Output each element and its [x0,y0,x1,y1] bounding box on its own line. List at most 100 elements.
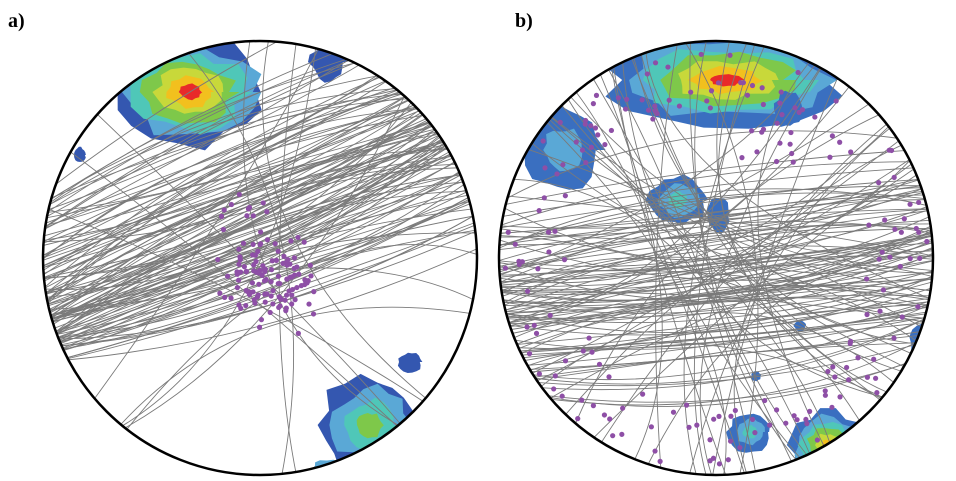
pole-point [217,290,223,296]
pole-point [752,430,758,436]
pole-point [825,368,831,375]
great-circle [499,273,933,319]
great-circle [499,55,823,280]
pole-point [592,125,599,131]
pole-point [502,265,508,271]
pole-point [256,324,263,330]
pole-point [882,217,888,223]
great-circle [693,41,759,475]
pole-point [916,229,922,235]
pole-point [512,241,518,247]
pole-point [652,448,658,454]
pole-point [683,402,690,408]
pole-point [760,101,766,108]
pole-point [221,207,227,213]
pole-point [270,288,276,294]
pole-point [654,110,660,117]
pole-point [648,424,654,430]
great-circle [43,134,477,282]
pole-point [789,150,795,157]
pole-point [639,97,645,103]
pole-point [295,330,301,336]
great-circle [43,120,477,350]
pole-point [924,238,930,245]
pole-point [573,139,579,145]
pole-point [791,413,797,419]
pole-point [620,405,626,411]
great-circle [611,55,730,475]
density-contour [773,90,803,127]
great-circle [43,84,477,323]
great-circle [43,190,477,339]
pole-point [545,229,552,235]
pole-point [298,283,304,289]
great-circle [43,41,477,223]
great-circle [43,41,477,211]
pole-point [650,116,656,122]
great-circle [43,238,477,364]
pole-point [222,294,228,301]
pole-point [285,257,291,263]
pole-point [579,397,585,403]
density-contour [543,128,583,172]
pole-point [698,51,704,57]
primitive-circle-a [41,39,479,477]
pole-point [727,52,733,58]
pole-point [608,127,615,134]
pole-point [795,69,801,76]
pole-point [822,392,828,398]
pole-point [837,394,843,400]
great-circle [694,41,815,465]
pole-point [891,335,897,341]
great-circle [644,41,933,304]
great-circle [540,229,933,405]
pole-point [557,119,563,125]
pole-point [804,421,810,427]
pole-point [294,284,300,291]
great-circle [499,194,933,267]
pole-point [707,105,713,111]
pole-point [260,263,266,269]
pole-point [837,139,843,145]
pole-point [308,273,314,279]
pole-point [306,301,312,307]
great-circle [43,84,477,244]
great-circle [562,89,914,372]
great-circle [499,147,933,211]
pole-point [516,258,522,264]
pole-point [783,420,789,426]
great-circle [499,220,933,301]
pole-point [218,213,225,220]
pole-point [280,260,286,267]
pole-point [278,296,284,302]
pole-point [588,123,594,129]
great-circle [630,46,933,320]
great-circle [595,64,663,470]
pole-point [704,98,710,104]
pole-point [829,404,835,410]
pole-point [236,261,242,267]
great-circle [61,145,406,434]
great-circle [499,118,897,284]
great-circle [499,161,933,234]
pole-point [252,252,259,258]
pole-point [778,89,784,95]
pole-point [822,388,828,394]
pole-point [262,299,268,305]
pole-point [759,85,765,91]
pole-point [898,229,904,235]
pole-point [252,300,258,306]
pole-point [269,258,275,264]
great-circle [43,201,477,349]
pole-point [676,103,683,109]
pole-point [711,416,717,422]
pole-point [880,287,887,293]
great-circle [119,244,477,439]
pole-point [773,158,780,165]
pole-point [246,204,253,211]
pole-point [888,147,895,154]
great-circle [499,151,919,261]
pole-point [264,237,271,243]
pole-point [665,64,671,70]
pole-point [541,195,547,201]
